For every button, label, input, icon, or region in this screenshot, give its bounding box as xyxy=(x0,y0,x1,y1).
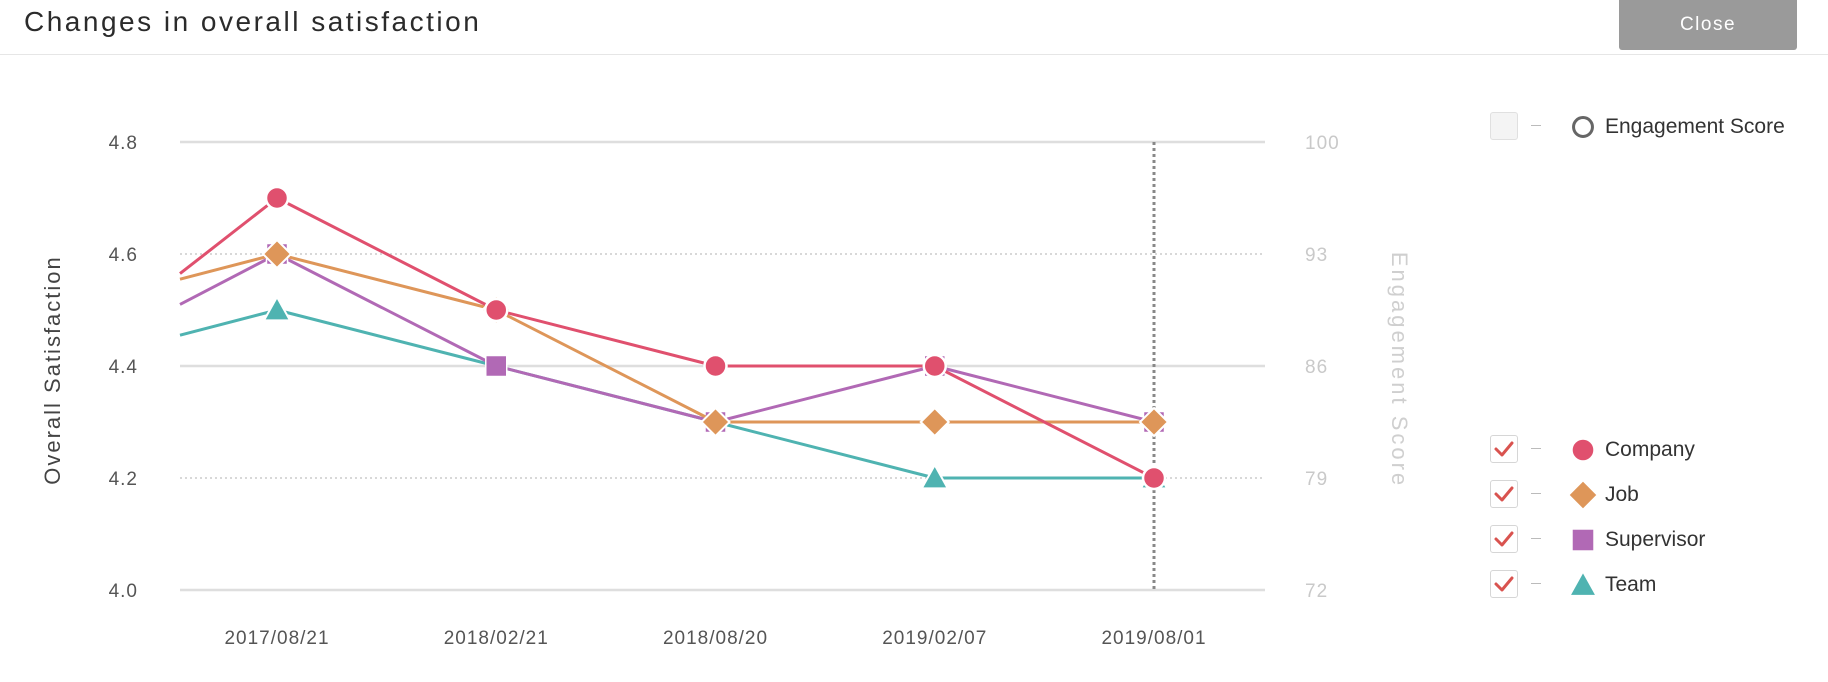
legend-item-supervisor[interactable]: Supervisor xyxy=(1490,523,1810,557)
company-point xyxy=(703,353,728,379)
legend-checkbox[interactable] xyxy=(1490,525,1518,553)
legend-marker xyxy=(1570,437,1596,463)
legend-dash xyxy=(1531,493,1541,494)
legend-dash xyxy=(1531,583,1541,584)
legend-checkbox[interactable] xyxy=(1490,435,1518,463)
legend-checkbox[interactable] xyxy=(1490,480,1518,508)
series-line-job xyxy=(179,252,1154,424)
header: Changes in overall satisfaction Close xyxy=(0,0,1828,55)
circle-icon xyxy=(1570,437,1596,463)
y-tick-label: 4.6 xyxy=(109,245,138,266)
legend-item-team[interactable]: Team xyxy=(1490,568,1810,602)
y-tick-label: 4.0 xyxy=(109,581,138,602)
x-tick-label: 2018/02/21 xyxy=(444,628,549,649)
check-icon xyxy=(1494,486,1514,502)
y2-tick-label: 79 xyxy=(1305,469,1328,490)
y2-tick-label: 86 xyxy=(1305,357,1328,378)
legend-item-engagement-score[interactable]: Engagement Score xyxy=(1490,110,1810,144)
legend-checkbox[interactable] xyxy=(1490,570,1518,598)
legend-label: Engagement Score xyxy=(1605,115,1785,138)
x-tick-label: 2018/08/20 xyxy=(663,628,768,649)
series-supervisor xyxy=(179,242,1166,434)
line-chart: 4.8 100 4.6 93 4.4 86 4.2 79 4.0 72 2017/08/21 2018… xyxy=(40,133,1412,649)
series-line-team xyxy=(179,308,1154,480)
y2-tick-label: 72 xyxy=(1305,581,1328,602)
job-point xyxy=(1138,406,1170,438)
legend-marker xyxy=(1566,478,1600,512)
legend-label: Company xyxy=(1605,438,1695,461)
series-team xyxy=(179,294,1169,490)
series-line-supervisor xyxy=(179,252,1155,424)
team-point xyxy=(920,462,950,490)
legend-item-job[interactable]: Job xyxy=(1490,478,1810,512)
supervisor-point xyxy=(485,354,508,378)
y-tick-label: 4.8 xyxy=(109,133,138,154)
triangle-icon xyxy=(1567,569,1599,597)
company-point xyxy=(922,353,947,379)
legend-label: Supervisor xyxy=(1605,528,1706,551)
legend-dash xyxy=(1531,125,1541,126)
legend-marker xyxy=(1571,528,1595,552)
x-tick-label: 2019/02/07 xyxy=(882,628,987,649)
y-axis-title: Overall Satisfaction xyxy=(40,255,65,485)
page-title: Changes in overall satisfaction xyxy=(24,6,482,37)
series-line-company xyxy=(179,196,1155,480)
ring-icon xyxy=(1572,116,1594,138)
close-button[interactable]: Close xyxy=(1619,0,1797,50)
legend-dash xyxy=(1531,448,1541,449)
diamond-icon xyxy=(1566,478,1600,512)
company-point xyxy=(1141,465,1167,491)
legend-checkbox[interactable] xyxy=(1490,112,1518,140)
legend-item-company[interactable]: Company xyxy=(1490,433,1810,467)
job-point xyxy=(261,238,293,270)
y2-tick-label: 100 xyxy=(1305,133,1340,154)
legend-label: Team xyxy=(1605,573,1657,596)
job-point xyxy=(919,406,951,438)
y2-tick-label: 93 xyxy=(1305,245,1328,266)
y-tick-label: 4.2 xyxy=(109,469,138,490)
x-tick-label: 2017/08/21 xyxy=(224,628,329,649)
legend-label: Job xyxy=(1605,483,1639,506)
team-point xyxy=(262,294,292,322)
check-icon xyxy=(1494,441,1514,457)
check-icon xyxy=(1494,576,1514,592)
y-tick-label: 4.4 xyxy=(109,357,138,378)
x-tick-label: 2019/08/01 xyxy=(1101,628,1206,649)
series-job xyxy=(179,238,1170,438)
legend-dash xyxy=(1531,538,1541,539)
legend-marker xyxy=(1567,569,1599,597)
company-point xyxy=(264,185,290,211)
company-point xyxy=(484,297,509,323)
legend-marker xyxy=(1572,116,1594,138)
square-icon xyxy=(1571,528,1595,552)
series-layer xyxy=(179,185,1170,491)
check-icon xyxy=(1494,531,1514,547)
series-company xyxy=(179,185,1167,491)
axis-ticks: 4.8 100 4.6 93 4.4 86 4.2 79 4.0 72 2017/08/21 2018… xyxy=(109,133,1340,649)
job-point xyxy=(700,406,731,438)
y2-axis-title: Engagement Score xyxy=(1387,252,1412,488)
